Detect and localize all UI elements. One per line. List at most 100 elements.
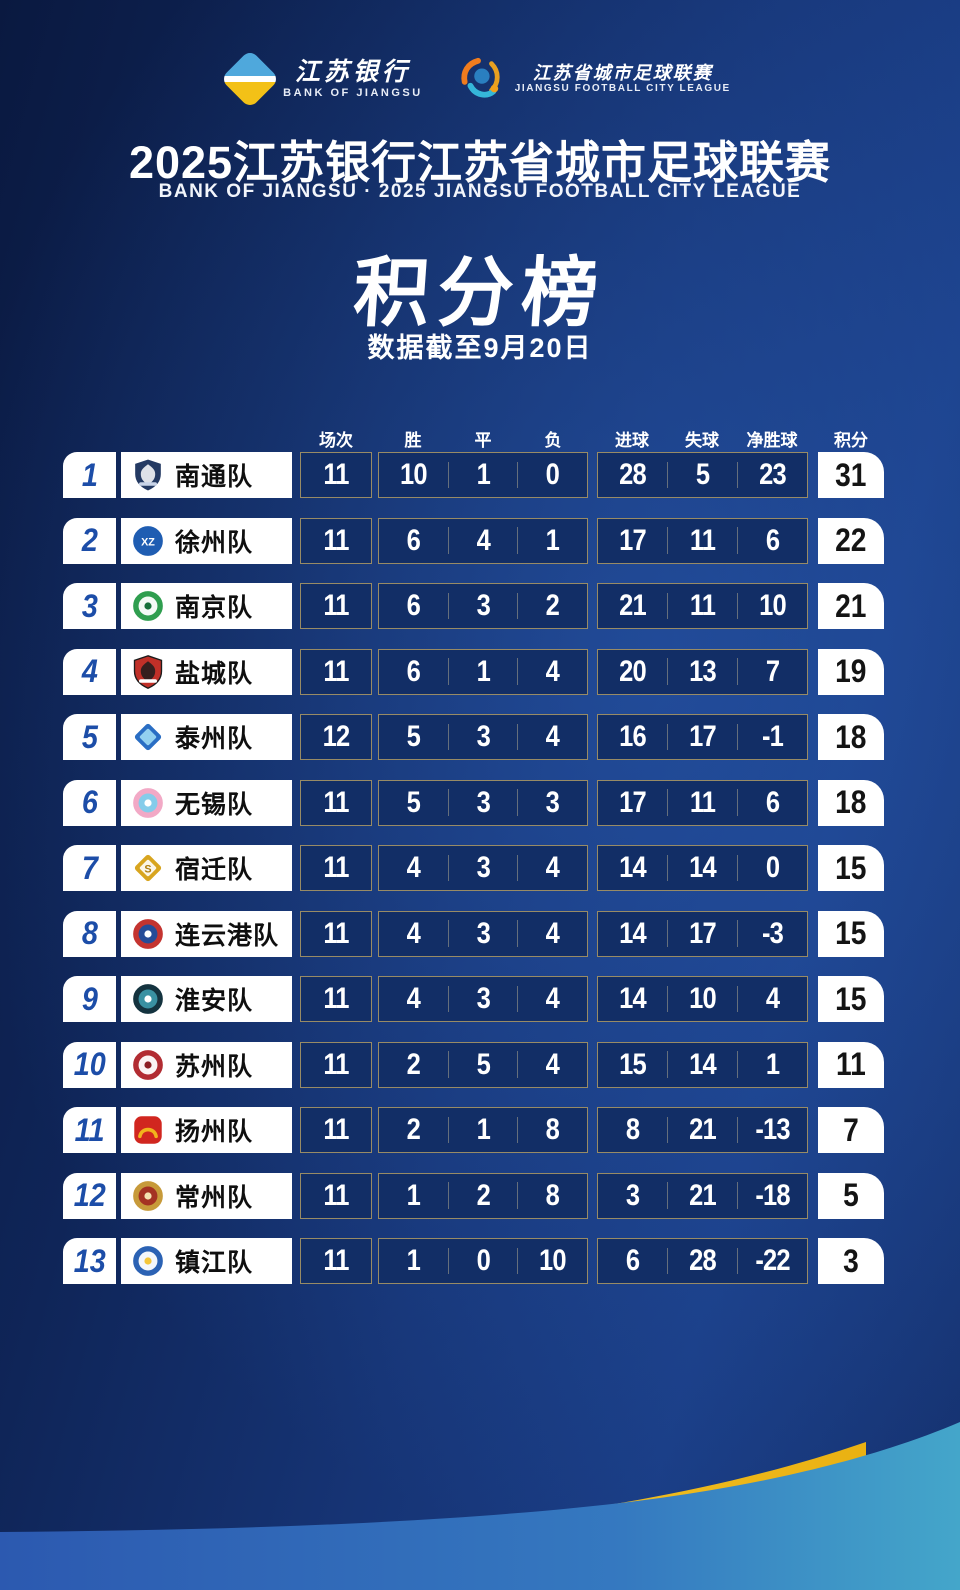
points-value: 18 xyxy=(835,718,867,755)
win-draw-loss-cell: 10 1 0 xyxy=(378,452,588,498)
goals-for-value: 17 xyxy=(619,785,647,819)
goal-diff-value: 6 xyxy=(765,785,780,819)
wins-value: 4 xyxy=(406,982,421,1015)
goals-against-value: 10 xyxy=(689,982,717,1015)
team-name: 宿迁队 xyxy=(175,856,254,884)
team-logo xyxy=(130,1178,166,1214)
goal-diff-value: -3 xyxy=(762,916,784,950)
team-logo xyxy=(130,1112,166,1148)
goals-cell: 17 11 6 xyxy=(597,517,808,564)
rank-cell: 6 xyxy=(63,779,116,826)
divider xyxy=(737,461,738,489)
bank-logo-en: BANK OF JIANGSU xyxy=(283,86,423,99)
divider xyxy=(447,1051,449,1078)
goals-against-value: 11 xyxy=(689,589,716,622)
matches-played-cell: 11 xyxy=(300,910,372,957)
divider xyxy=(447,1182,449,1209)
team-name: 盐城队 xyxy=(175,659,254,688)
goals-for-value: 21 xyxy=(619,589,647,622)
draws-value: 4 xyxy=(476,523,490,557)
matches-played-value: 11 xyxy=(323,982,349,1015)
points-cell: 15 xyxy=(818,910,884,957)
matches-played-value: 11 xyxy=(323,1178,349,1212)
rank-cell: 4 xyxy=(63,648,116,695)
goals-cell: 14 14 0 xyxy=(597,845,808,891)
draws-value: 5 xyxy=(476,1047,490,1081)
divider xyxy=(517,461,519,489)
draws-value: 0 xyxy=(476,1244,490,1277)
bank-of-jiangsu-logo: 江苏银行 BANK OF JIANGSU xyxy=(220,49,423,109)
goals-against-value: 11 xyxy=(689,785,716,819)
divider xyxy=(517,592,519,620)
rank-cell: 11 xyxy=(63,1107,116,1153)
goals-cell: 8 21 -13 xyxy=(597,1107,808,1153)
team-logo xyxy=(130,719,166,755)
goal-diff-value: -13 xyxy=(755,1113,790,1146)
matches-played-cell: 11 xyxy=(300,1107,372,1153)
column-headers: 场次 胜 平 负 进球 失球 净胜球 积分 xyxy=(0,426,960,450)
goals-cell: 15 14 1 xyxy=(597,1041,808,1088)
divider xyxy=(737,1247,738,1275)
league-logo-cn: 江苏省城市足球联赛 xyxy=(532,62,713,83)
matches-played-value: 11 xyxy=(323,1047,349,1081)
goals-for-value: 6 xyxy=(625,1244,640,1277)
matches-played-value: 11 xyxy=(323,916,349,950)
points-value: 15 xyxy=(835,980,867,1017)
team-logo: S xyxy=(130,850,166,886)
team-cell: 淮安队 xyxy=(121,976,292,1022)
points-cell: 3 xyxy=(818,1238,884,1284)
points-cell: 22 xyxy=(818,517,884,564)
table-row: 13 镇江队 11 1 0 10 6 28 -22 3 xyxy=(0,1238,960,1284)
wins-value: 2 xyxy=(406,1047,421,1081)
team-cell: 南京队 xyxy=(121,583,292,629)
page-title: 2025江苏银行江苏省城市足球联赛 xyxy=(128,137,832,188)
rank-number: 11 xyxy=(74,1111,105,1148)
goals-for-value: 3 xyxy=(625,1178,640,1212)
divider xyxy=(447,1116,449,1144)
divider xyxy=(667,592,668,620)
team-logo xyxy=(130,457,166,493)
table-row: 10 苏州队 11 2 5 4 15 14 1 11 xyxy=(0,1041,960,1088)
matches-played-cell: 11 xyxy=(300,583,372,629)
divider xyxy=(517,920,519,947)
win-draw-loss-cell: 2 5 4 xyxy=(378,1041,588,1088)
divider xyxy=(447,658,449,685)
divider xyxy=(447,985,449,1013)
losses-value: 8 xyxy=(546,1178,560,1212)
rank-cell: 7 xyxy=(63,845,116,891)
goals-cell: 6 28 -22 xyxy=(597,1238,808,1284)
draws-value: 3 xyxy=(476,851,490,884)
team-name: 无锡队 xyxy=(175,790,254,819)
column-header: 场次 xyxy=(319,431,353,450)
divider xyxy=(517,1182,519,1209)
wins-value: 2 xyxy=(406,1113,421,1146)
points-value: 11 xyxy=(836,1046,866,1082)
win-draw-loss-cell: 2 1 8 xyxy=(378,1107,588,1153)
divider xyxy=(667,1116,668,1144)
losses-value: 4 xyxy=(546,851,560,884)
divider xyxy=(447,461,449,489)
divider xyxy=(737,1182,738,1209)
matches-played-cell: 11 xyxy=(300,845,372,891)
draws-value: 2 xyxy=(476,1178,490,1212)
table-row: 2 XZ 徐州队 11 6 4 1 17 11 6 22 xyxy=(0,517,960,564)
losses-value: 2 xyxy=(546,589,560,622)
matches-played-value: 11 xyxy=(323,458,349,491)
rank-number: 9 xyxy=(81,980,98,1017)
goals-for-value: 14 xyxy=(619,851,647,884)
table-row: 11 扬州队 11 2 1 8 8 21 -13 7 xyxy=(0,1107,960,1153)
divider xyxy=(517,527,519,554)
points-cell: 31 xyxy=(818,452,884,498)
goals-for-value: 16 xyxy=(619,720,647,753)
divider xyxy=(517,789,519,816)
rank-cell: 3 xyxy=(63,583,116,629)
matches-played-value: 12 xyxy=(322,720,351,753)
losses-value: 10 xyxy=(539,1244,567,1277)
divider xyxy=(737,592,738,620)
team-cell: 苏州队 xyxy=(121,1041,292,1088)
rank-number: 7 xyxy=(81,849,98,886)
bank-logo-cn: 江苏银行 xyxy=(294,58,411,87)
points-cell: 18 xyxy=(818,779,884,826)
rank-cell: 10 xyxy=(63,1041,116,1088)
